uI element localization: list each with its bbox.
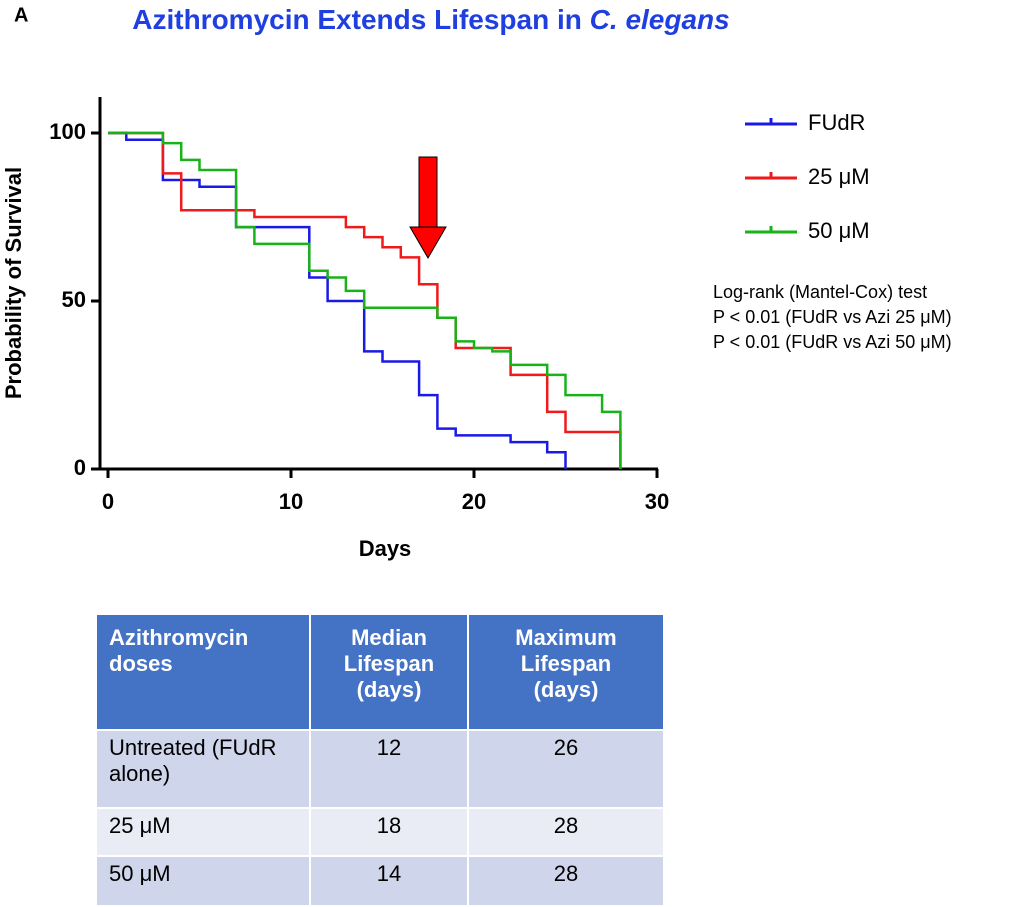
- table-cell: 25 μM: [95, 807, 311, 857]
- y-axis-label: Probability of Survival: [1, 167, 26, 399]
- annotation: P < 0.01 (FUdR vs Azi 25 μM): [713, 307, 952, 327]
- arrow: [409, 156, 447, 259]
- annotation: Log-rank (Mantel-Cox) test: [713, 282, 927, 302]
- table-header: Azithromycin doses Median Lifespan (days) Max…: [95, 613, 665, 731]
- legend-label: 25 μM: [808, 164, 870, 189]
- header-line: Median: [351, 625, 427, 650]
- header-line: Lifespan: [343, 651, 435, 676]
- y-tick-label: 0: [74, 455, 86, 480]
- header-line: Lifespan: [520, 651, 612, 676]
- x-axis-label: Days: [359, 536, 412, 561]
- survival-curve: [108, 131, 622, 469]
- panel-label: A: [14, 4, 28, 26]
- x-tick-label: 20: [462, 489, 486, 514]
- header-line: (days): [533, 677, 599, 702]
- table-cell: 26: [467, 729, 665, 809]
- table-cell: 28: [467, 855, 665, 907]
- y-tick-label: 100: [49, 119, 86, 144]
- table-row: Untreated (FUdR alone) 12 26: [95, 729, 665, 809]
- summary-table: Azithromycin doses Median Lifespan (days) Max…: [95, 613, 665, 907]
- x-tick-label: 10: [279, 489, 303, 514]
- header-line: Azithromycin: [109, 625, 249, 650]
- survival-curve: [108, 131, 567, 469]
- table-cell: 50 μM: [95, 855, 311, 907]
- title-text: Azithromycin Extends Lifespan in: [132, 4, 582, 35]
- legend-label: 50 μM: [808, 218, 870, 243]
- y-tick-label: 50: [62, 287, 86, 312]
- table-cell: 28: [467, 807, 665, 857]
- x-tick-label: 30: [645, 489, 669, 514]
- table-cell: 18: [309, 807, 469, 857]
- table-cell: Untreated (FUdR alone): [95, 729, 311, 809]
- header-cell: Azithromycin doses: [95, 613, 311, 731]
- legend-label: FUdR: [808, 110, 865, 135]
- annotation: P < 0.01 (FUdR vs Azi 50 μM): [713, 332, 952, 352]
- chart: A B Azithromycin Extends Lifespan in C. …: [1, 4, 952, 561]
- title-italic: C. elegans: [590, 4, 730, 35]
- table-cell: 14: [309, 855, 469, 907]
- table-cell: 12: [309, 729, 469, 809]
- survival-curve: [108, 131, 622, 469]
- table-row: 25 μM 18 28: [95, 807, 665, 857]
- header-cell: Median Lifespan (days): [309, 613, 469, 731]
- x-tick-label: 0: [102, 489, 114, 514]
- header-line: doses: [109, 651, 173, 676]
- table-row: 50 μM 14 28: [95, 855, 665, 907]
- chart-title: Azithromycin Extends Lifespan in C. eleg…: [132, 4, 729, 35]
- header-line: Maximum: [515, 625, 617, 650]
- header-line: (days): [356, 677, 422, 702]
- header-cell: Maximum Lifespan (days): [467, 613, 665, 731]
